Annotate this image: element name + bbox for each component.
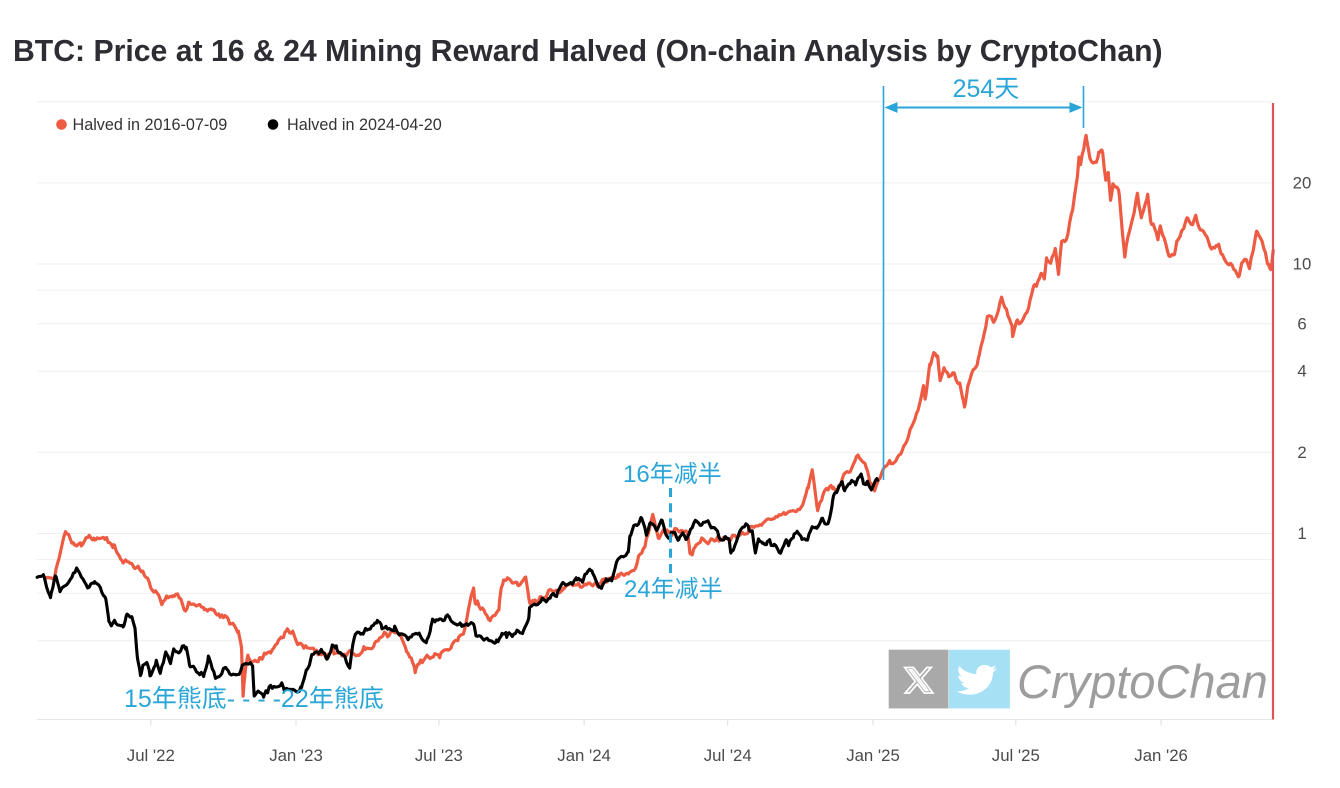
svg-text:20: 20 bbox=[1293, 173, 1312, 192]
svg-text:2: 2 bbox=[1297, 443, 1306, 462]
svg-text:4: 4 bbox=[1297, 362, 1306, 381]
svg-text:Jan '26: Jan '26 bbox=[1134, 746, 1188, 765]
svg-text:1: 1 bbox=[1297, 524, 1306, 543]
svg-text:Jul '25: Jul '25 bbox=[992, 746, 1040, 765]
svg-text:24: 24 bbox=[624, 576, 651, 603]
svg-text:Jul '23: Jul '23 bbox=[415, 746, 463, 765]
svg-text:Halved in 2016-07-09: Halved in 2016-07-09 bbox=[73, 116, 228, 134]
svg-text:BTC: Price at 16 & 24 Mining R: BTC: Price at 16 & 24 Mining Reward Halv… bbox=[13, 35, 1163, 68]
svg-text:16: 16 bbox=[623, 461, 650, 488]
svg-text:Halved in 2024-04-20: Halved in 2024-04-20 bbox=[287, 116, 442, 134]
svg-text:Jan '23: Jan '23 bbox=[269, 746, 323, 765]
svg-text:15: 15 bbox=[124, 685, 152, 713]
svg-text:CryptoChan: CryptoChan bbox=[1017, 655, 1268, 708]
svg-text:254: 254 bbox=[953, 75, 995, 103]
svg-text:Jan '24: Jan '24 bbox=[557, 746, 611, 765]
svg-text:Jan '25: Jan '25 bbox=[846, 746, 900, 765]
svg-text:Jul '24: Jul '24 bbox=[704, 746, 752, 765]
svg-text:Jul '22: Jul '22 bbox=[127, 746, 175, 765]
svg-text:- - - -22: - - - -22 bbox=[227, 685, 309, 713]
svg-text:6: 6 bbox=[1297, 314, 1306, 333]
svg-text:10: 10 bbox=[1293, 255, 1312, 274]
